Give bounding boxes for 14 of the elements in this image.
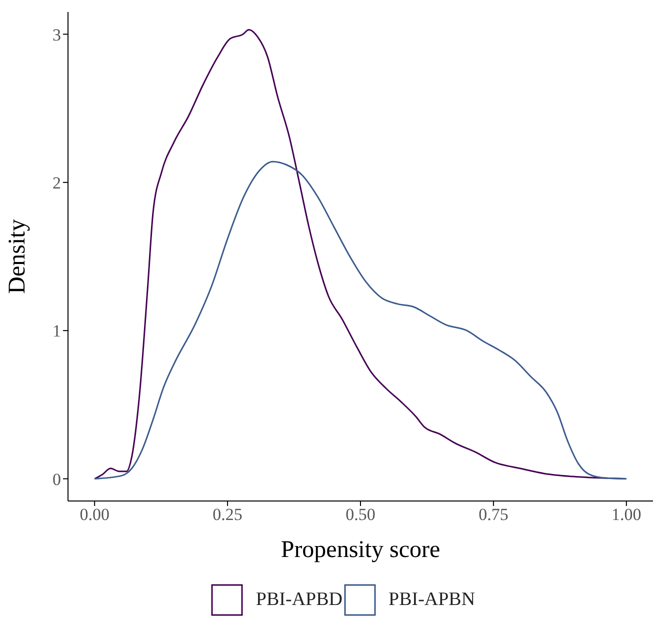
x-tick-label: 0.25 xyxy=(212,505,242,524)
line-series xyxy=(94,160,628,480)
y-tick-label: 1 xyxy=(52,322,61,341)
x-tick-label: 1.00 xyxy=(612,505,642,524)
y-tick-label: 2 xyxy=(52,173,61,192)
y-tick-label: 3 xyxy=(52,25,61,44)
x-axis-title: Propensity score xyxy=(280,537,440,563)
y-tick-label: 0 xyxy=(52,470,61,489)
legend-label: PBI-APBD xyxy=(256,589,342,611)
x-tick-label: 0.75 xyxy=(478,505,508,524)
x-tick-label: 0.00 xyxy=(80,505,110,524)
x-tick-label: 0.50 xyxy=(346,505,376,524)
legend-label: PBI-APBN xyxy=(388,589,476,611)
y-axis-title: Density xyxy=(4,219,31,294)
